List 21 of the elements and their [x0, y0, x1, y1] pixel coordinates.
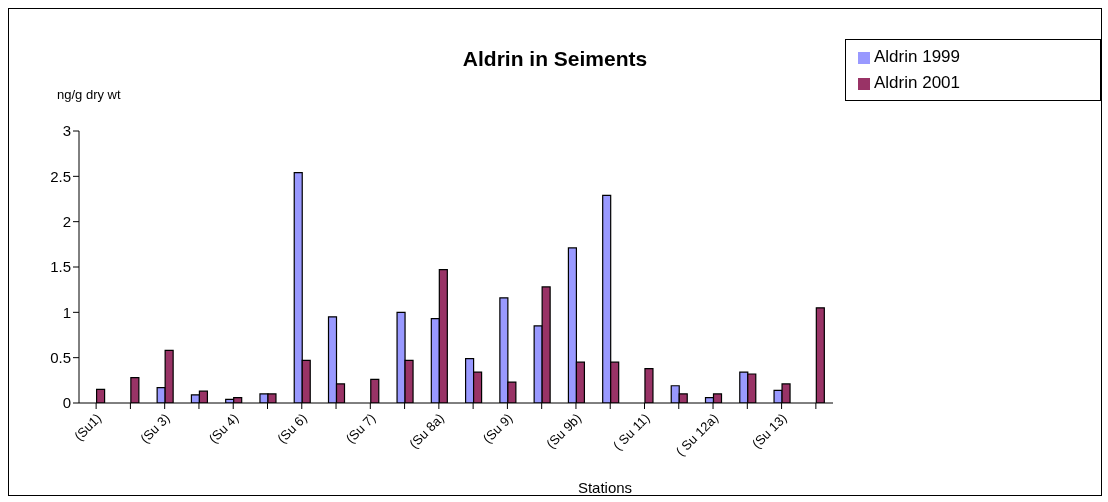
x-tick-label: (Su 8a)	[406, 410, 447, 452]
y-tick-label: 0	[62, 394, 71, 412]
x-tick-label: (Su 6)	[274, 410, 310, 447]
y-axis-title: ng/g dry wt	[57, 87, 121, 102]
x-tick-label: (Su 9)	[479, 410, 516, 447]
x-tick-label: (Su 4)	[205, 410, 242, 447]
y-tick-label: 1.5	[50, 258, 71, 276]
legend-label: Aldrin 2001	[874, 73, 961, 92]
x-tick-label: ( Su 11)	[610, 410, 653, 454]
legend-label: Aldrin 1999	[874, 47, 961, 66]
x-tick-label: (Su 13)	[748, 410, 790, 452]
y-tick-label: 2.5	[50, 167, 71, 185]
y-tick-label: 0.5	[50, 348, 71, 366]
chart-title: Aldrin in Seiments	[462, 47, 648, 70]
y-tick-label: 3	[62, 122, 71, 140]
x-tick-label: (Su 9b)	[543, 410, 585, 452]
y-tick-label: 2	[62, 212, 71, 230]
x-tick-label: (Su 7)	[342, 410, 379, 447]
x-axis-title: Stations	[576, 479, 634, 496]
x-tick-label: (Su 3)	[137, 410, 173, 447]
y-tick-label: 1	[62, 303, 71, 321]
